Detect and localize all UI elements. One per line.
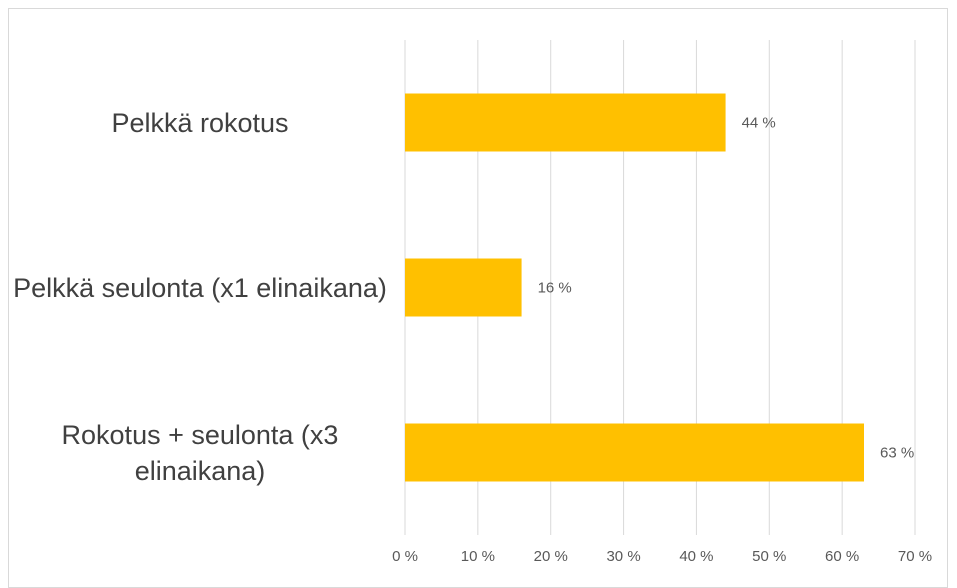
x-tick-label: 10 % [461,548,495,565]
x-tick-label: 40 % [679,548,713,565]
category-label: Rokotus + seulonta (x3 elinaikana) [61,419,339,486]
value-label: 16 % [538,279,572,296]
x-tick-label: 0 % [392,548,418,565]
category-label: Pelkkä rokotus [111,107,289,138]
x-tick-label: 60 % [825,548,859,565]
x-tick-label: 70 % [898,548,932,565]
value-label: 63 % [880,444,914,461]
value-label: 44 % [742,114,776,131]
x-tick-label: 30 % [606,548,640,565]
x-tick-label: 20 % [534,548,568,565]
bar [405,423,864,482]
category-label: Pelkkä seulonta (x1 elinaikana) [13,272,387,303]
bar [405,93,726,152]
bar [405,258,522,317]
x-tick-label: 50 % [752,548,786,565]
